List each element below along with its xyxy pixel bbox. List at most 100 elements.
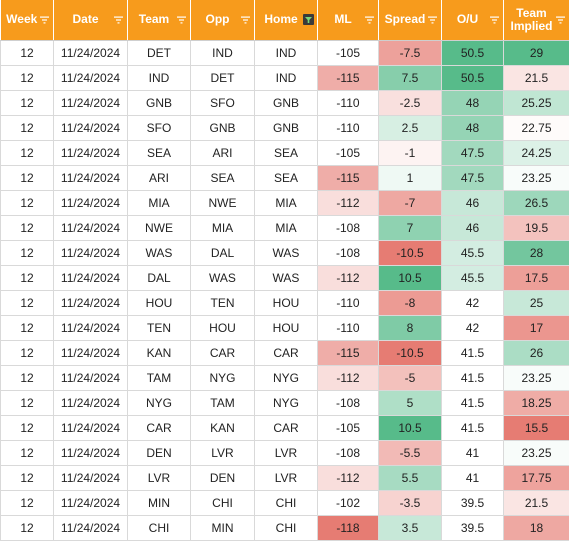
cell-ou[interactable]: 48 <box>441 90 504 116</box>
cell-date[interactable]: 11/24/2024 <box>53 40 128 66</box>
cell-spread[interactable]: -2.5 <box>378 90 442 116</box>
cell-date[interactable]: 11/24/2024 <box>53 190 128 216</box>
cell-week[interactable]: 12 <box>0 165 54 191</box>
filter-icon[interactable] <box>365 16 374 24</box>
cell-opp[interactable]: SFO <box>190 90 255 116</box>
cell-home[interactable]: CAR <box>254 340 318 366</box>
cell-opp[interactable]: NWE <box>190 190 255 216</box>
cell-opp[interactable]: MIA <box>190 215 255 241</box>
cell-date[interactable]: 11/24/2024 <box>53 490 128 516</box>
cell-spread[interactable]: -10.5 <box>378 340 442 366</box>
cell-home[interactable]: CHI <box>254 515 318 541</box>
cell-home[interactable]: LVR <box>254 465 318 491</box>
cell-implied[interactable]: 29 <box>503 40 569 66</box>
cell-implied[interactable]: 18 <box>503 515 569 541</box>
cell-ou[interactable]: 50.5 <box>441 65 504 91</box>
cell-date[interactable]: 11/24/2024 <box>53 90 128 116</box>
cell-spread[interactable]: -3.5 <box>378 490 442 516</box>
cell-ml[interactable]: -112 <box>317 365 379 391</box>
cell-home[interactable]: IND <box>254 65 318 91</box>
cell-implied[interactable]: 17.5 <box>503 265 569 291</box>
cell-team[interactable]: DET <box>127 40 191 66</box>
cell-ou[interactable]: 45.5 <box>441 240 504 266</box>
cell-team[interactable]: HOU <box>127 290 191 316</box>
cell-ou[interactable]: 39.5 <box>441 490 504 516</box>
cell-ml[interactable]: -112 <box>317 190 379 216</box>
cell-ou[interactable]: 39.5 <box>441 515 504 541</box>
filter-icon[interactable] <box>114 16 123 24</box>
cell-opp[interactable]: DEN <box>190 465 255 491</box>
cell-implied[interactable]: 23.25 <box>503 365 569 391</box>
cell-opp[interactable]: SEA <box>190 165 255 191</box>
cell-team[interactable]: CHI <box>127 515 191 541</box>
cell-home[interactable]: GNB <box>254 90 318 116</box>
cell-team[interactable]: TAM <box>127 365 191 391</box>
cell-team[interactable]: IND <box>127 65 191 91</box>
cell-spread[interactable]: -8 <box>378 290 442 316</box>
column-header-date[interactable]: Date <box>53 0 128 41</box>
cell-spread[interactable]: 10.5 <box>378 415 442 441</box>
filter-icon[interactable] <box>428 16 437 24</box>
cell-implied[interactable]: 21.5 <box>503 490 569 516</box>
cell-week[interactable]: 12 <box>0 240 54 266</box>
cell-opp[interactable]: KAN <box>190 415 255 441</box>
cell-ou[interactable]: 46 <box>441 215 504 241</box>
cell-team[interactable]: WAS <box>127 240 191 266</box>
cell-implied[interactable]: 18.25 <box>503 390 569 416</box>
cell-week[interactable]: 12 <box>0 440 54 466</box>
cell-ou[interactable]: 41.5 <box>441 340 504 366</box>
cell-week[interactable]: 12 <box>0 340 54 366</box>
column-header-home[interactable]: Home <box>254 0 318 41</box>
cell-ou[interactable]: 45.5 <box>441 265 504 291</box>
cell-spread[interactable]: 5 <box>378 390 442 416</box>
cell-week[interactable]: 12 <box>0 290 54 316</box>
cell-home[interactable]: CHI <box>254 490 318 516</box>
cell-ml[interactable]: -110 <box>317 90 379 116</box>
cell-implied[interactable]: 24.25 <box>503 140 569 166</box>
cell-date[interactable]: 11/24/2024 <box>53 440 128 466</box>
cell-date[interactable]: 11/24/2024 <box>53 390 128 416</box>
cell-spread[interactable]: 8 <box>378 315 442 341</box>
cell-spread[interactable]: 7.5 <box>378 65 442 91</box>
cell-ml[interactable]: -105 <box>317 415 379 441</box>
cell-week[interactable]: 12 <box>0 65 54 91</box>
cell-ou[interactable]: 47.5 <box>441 140 504 166</box>
cell-team[interactable]: DAL <box>127 265 191 291</box>
cell-spread[interactable]: 3.5 <box>378 515 442 541</box>
cell-ml[interactable]: -110 <box>317 115 379 141</box>
cell-date[interactable]: 11/24/2024 <box>53 265 128 291</box>
column-header-spread[interactable]: Spread <box>378 0 442 41</box>
cell-spread[interactable]: -10.5 <box>378 240 442 266</box>
cell-implied[interactable]: 17 <box>503 315 569 341</box>
cell-ml[interactable]: -108 <box>317 240 379 266</box>
cell-week[interactable]: 12 <box>0 140 54 166</box>
cell-spread[interactable]: -7.5 <box>378 40 442 66</box>
cell-ml[interactable]: -105 <box>317 40 379 66</box>
cell-ou[interactable]: 48 <box>441 115 504 141</box>
cell-spread[interactable]: -5.5 <box>378 440 442 466</box>
cell-week[interactable]: 12 <box>0 90 54 116</box>
cell-ou[interactable]: 50.5 <box>441 40 504 66</box>
cell-team[interactable]: TEN <box>127 315 191 341</box>
cell-week[interactable]: 12 <box>0 490 54 516</box>
cell-implied[interactable]: 26 <box>503 340 569 366</box>
cell-team[interactable]: NWE <box>127 215 191 241</box>
cell-opp[interactable]: NYG <box>190 365 255 391</box>
cell-ml[interactable]: -110 <box>317 315 379 341</box>
cell-opp[interactable]: MIN <box>190 515 255 541</box>
cell-date[interactable]: 11/24/2024 <box>53 465 128 491</box>
cell-ml[interactable]: -118 <box>317 515 379 541</box>
cell-opp[interactable]: TAM <box>190 390 255 416</box>
cell-implied[interactable]: 19.5 <box>503 215 569 241</box>
cell-implied[interactable]: 17.75 <box>503 465 569 491</box>
cell-spread[interactable]: 5.5 <box>378 465 442 491</box>
column-header-implied[interactable]: Team Implied <box>503 0 569 41</box>
cell-ml[interactable]: -115 <box>317 165 379 191</box>
cell-spread[interactable]: 7 <box>378 215 442 241</box>
cell-opp[interactable]: DET <box>190 65 255 91</box>
filter-icon[interactable] <box>241 16 250 24</box>
cell-ml[interactable]: -115 <box>317 65 379 91</box>
cell-home[interactable]: MIA <box>254 215 318 241</box>
filter-active-icon[interactable] <box>303 13 314 25</box>
cell-implied[interactable]: 26.5 <box>503 190 569 216</box>
